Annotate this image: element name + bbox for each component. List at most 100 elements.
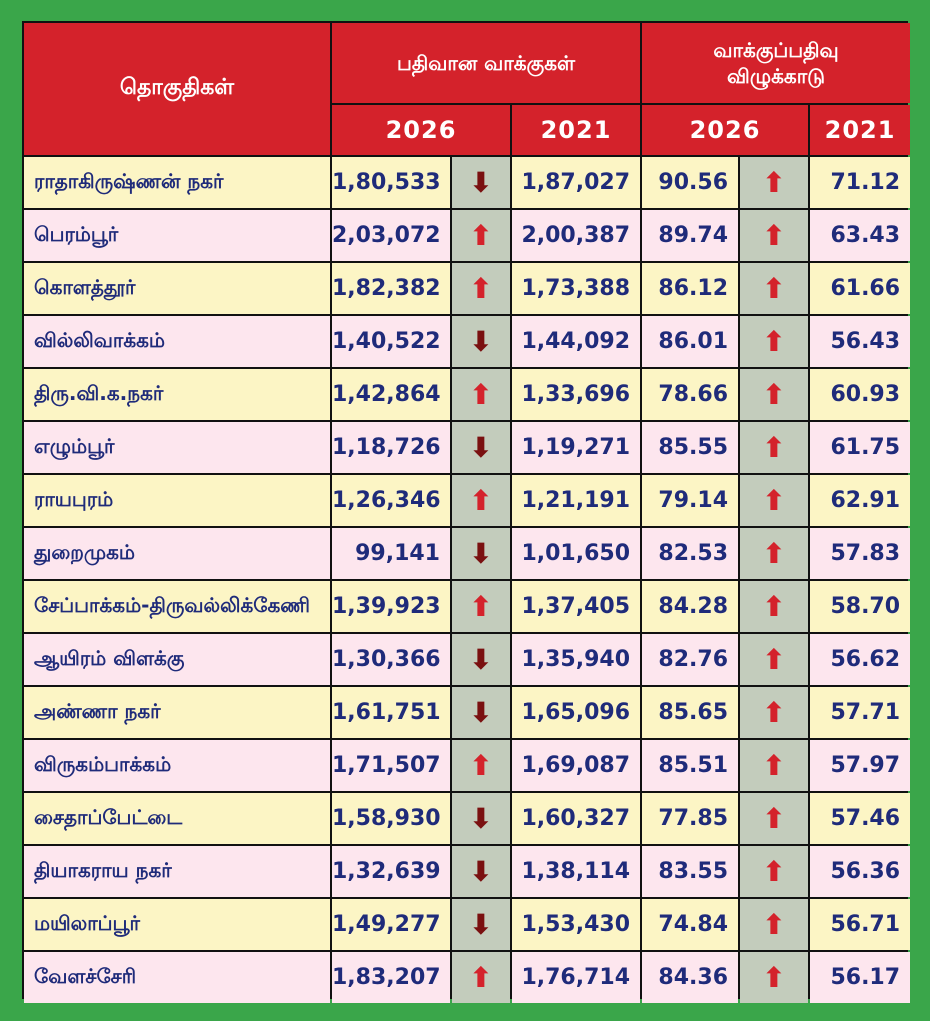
turnout-trend-cell: ⬆ (740, 369, 809, 420)
table-row: ராதாகிருஷ்ணன் நகர் 1,80,533 ⬇ 1,87,027 90.56… (24, 157, 911, 208)
votes-2021-cell: 1,37,405 (512, 581, 641, 632)
votes-turnout-table: தொகுதிகள் பதிவான வாக்குகள் வாக்குப்பதிவு… (22, 21, 912, 1005)
table-body: ராதாகிருஷ்ணன் நகர் 1,80,533 ⬇ 1,87,027 90.56… (24, 157, 911, 1003)
down-arrow-icon: ⬇ (469, 430, 493, 464)
turnout-2021-header: 2021 (810, 105, 911, 155)
turnout-2021-cell: 56.43 (810, 316, 911, 367)
constituency-name: ஆயிரம் விளக்கு (24, 634, 330, 685)
down-arrow-icon: ⬇ (469, 536, 493, 570)
up-arrow-icon: ⬆ (469, 960, 493, 994)
up-arrow-icon: ⬆ (469, 589, 493, 623)
down-arrow-icon: ⬇ (469, 854, 493, 888)
constituency-name: விருகம்பாக்கம் (24, 740, 330, 791)
up-arrow-icon: ⬆ (762, 854, 786, 888)
votes-2026-cell: 1,18,726 (332, 422, 450, 473)
turnout-2026-cell: 83.55 (642, 846, 739, 897)
turnout-trend-cell: ⬆ (740, 793, 809, 844)
turnout-2026-cell: 74.84 (642, 899, 739, 950)
votes-2026-cell: 1,32,639 (332, 846, 450, 897)
votes-trend-cell: ⬇ (452, 687, 510, 738)
votes-2026-cell: 1,61,751 (332, 687, 450, 738)
votes-trend-cell: ⬇ (452, 899, 510, 950)
constituency-name: எழும்பூர் (24, 422, 330, 473)
down-arrow-icon: ⬇ (469, 642, 493, 676)
constituency-name: ராயபுரம் (24, 475, 330, 526)
turnout-2021-cell: 57.83 (810, 528, 911, 579)
votes-trend-cell: ⬆ (452, 263, 510, 314)
constituency-name: துறைமுகம் (24, 528, 330, 579)
votes-trend-cell: ⬇ (452, 316, 510, 367)
votes-2026-cell: 1,80,533 (332, 157, 450, 208)
down-arrow-icon: ⬇ (469, 801, 493, 835)
votes-2021-cell: 1,01,650 (512, 528, 641, 579)
votes-trend-cell: ⬇ (452, 634, 510, 685)
constituency-name: சைதாப்பேட்டை (24, 793, 330, 844)
table-row: தியாகராய நகர் 1,32,639 ⬇ 1,38,114 83.55 ⬆ 56.3… (24, 846, 911, 897)
table-row: ஆயிரம் விளக்கு 1,30,366 ⬇ 1,35,940 82.76 ⬆ 56.… (24, 634, 911, 685)
votes-2026-cell: 1,71,507 (332, 740, 450, 791)
turnout-2021-cell: 56.71 (810, 899, 911, 950)
turnout-2026-cell: 79.14 (642, 475, 739, 526)
votes-2021-cell: 1,65,096 (512, 687, 641, 738)
turnout-2026-cell: 82.76 (642, 634, 739, 685)
turnout-2021-cell: 61.75 (810, 422, 911, 473)
votes-2026-header: 2026 (332, 105, 510, 155)
down-arrow-icon: ⬇ (469, 324, 493, 358)
turnout-2026-cell: 84.28 (642, 581, 739, 632)
votes-2026-cell: 1,40,522 (332, 316, 450, 367)
votes-trend-cell: ⬇ (452, 793, 510, 844)
votes-trend-cell: ⬇ (452, 528, 510, 579)
table-row: பெரம்பூர் 2,03,072 ⬆ 2,00,387 89.74 ⬆ 63.43 (24, 210, 911, 261)
votes-2021-cell: 1,33,696 (512, 369, 641, 420)
turnout-2021-cell: 56.62 (810, 634, 911, 685)
up-arrow-icon: ⬆ (762, 907, 786, 941)
votes-trend-cell: ⬆ (452, 210, 510, 261)
turnout-2021-cell: 63.43 (810, 210, 911, 261)
up-arrow-icon: ⬆ (762, 430, 786, 464)
up-arrow-icon: ⬆ (762, 483, 786, 517)
table-row: விருகம்பாக்கம் 1,71,507 ⬆ 1,69,087 85.51 ⬆ 57.… (24, 740, 911, 791)
votes-2026-cell: 2,03,072 (332, 210, 450, 261)
constituency-name: திரு.வி.க.நகர் (24, 369, 330, 420)
votes-2026-cell: 1,82,382 (332, 263, 450, 314)
votes-2021-cell: 1,35,940 (512, 634, 641, 685)
turnout-2021-cell: 56.17 (810, 952, 911, 1003)
table-row: கொளத்தூர் 1,82,382 ⬆ 1,73,388 86.12 ⬆ 61.66 (24, 263, 911, 314)
turnout-2021-cell: 56.36 (810, 846, 911, 897)
up-arrow-icon: ⬆ (762, 748, 786, 782)
up-arrow-icon: ⬆ (469, 271, 493, 305)
table-row: சேப்பாக்கம்-திருவல்லிக்கேணி 1,39,923 ⬆ 1,37… (24, 581, 911, 632)
votes-2021-cell: 1,21,191 (512, 475, 641, 526)
up-arrow-icon: ⬆ (762, 271, 786, 305)
votes-2026-cell: 1,83,207 (332, 952, 450, 1003)
down-arrow-icon: ⬇ (469, 695, 493, 729)
turnout-2026-cell: 85.55 (642, 422, 739, 473)
votes-2021-cell: 1,60,327 (512, 793, 641, 844)
votes-2021-cell: 1,19,271 (512, 422, 641, 473)
votes-trend-cell: ⬇ (452, 422, 510, 473)
votes-2021-cell: 1,53,430 (512, 899, 641, 950)
votes-2021-cell: 1,69,087 (512, 740, 641, 791)
table-row: துறைமுகம் 99,141 ⬇ 1,01,650 82.53 ⬆ 57.83 (24, 528, 911, 579)
header-row-groups: தொகுதிகள் பதிவான வாக்குகள் வாக்குப்பதிவு… (24, 23, 911, 155)
up-arrow-icon: ⬆ (762, 801, 786, 835)
turnout-2026-cell: 84.36 (642, 952, 739, 1003)
votes-2021-cell: 1,76,714 (512, 952, 641, 1003)
votes-trend-cell: ⬆ (452, 369, 510, 420)
turnout-2021-cell: 58.70 (810, 581, 911, 632)
turnout-header: வாக்குப்பதிவு விழுக்காடு (642, 23, 911, 103)
turnout-2026-cell: 86.01 (642, 316, 739, 367)
table-row: அண்ணா நகர் 1,61,751 ⬇ 1,65,096 85.65 ⬆ 57.71 (24, 687, 911, 738)
votes-2021-cell: 1,87,027 (512, 157, 641, 208)
table-row: எழும்பூர் 1,18,726 ⬇ 1,19,271 85.55 ⬆ 61.75 (24, 422, 911, 473)
header-row-years: 2026 2021 2026 2021 (24, 105, 911, 155)
turnout-2021-cell: 60.93 (810, 369, 911, 420)
votes-trend-cell: ⬇ (452, 157, 510, 208)
turnout-2021-cell: 71.12 (810, 157, 911, 208)
down-arrow-icon: ⬇ (469, 907, 493, 941)
turnout-trend-cell: ⬆ (740, 157, 809, 208)
comparison-table-frame: தொகுதிகள் பதிவான வாக்குகள் வாக்குப்பதிவு… (22, 21, 911, 1003)
votes-2021-cell: 1,44,092 (512, 316, 641, 367)
votes-2026-cell: 1,39,923 (332, 581, 450, 632)
votes-2026-cell: 1,42,864 (332, 369, 450, 420)
